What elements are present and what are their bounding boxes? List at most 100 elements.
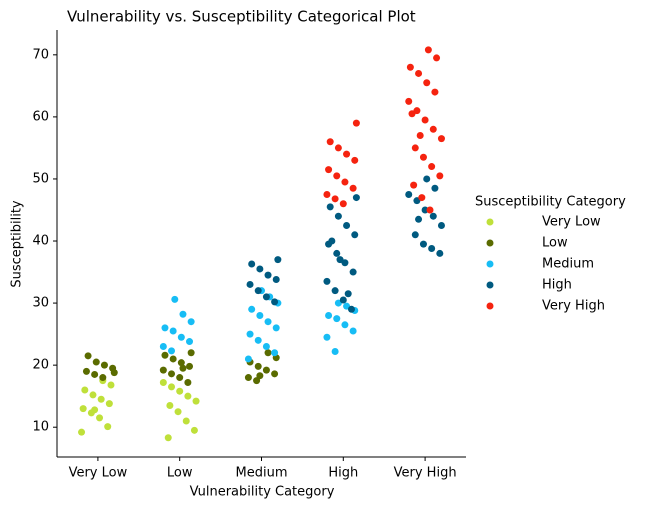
strip-point [419, 153, 427, 161]
x-tick-label: Very Low [69, 466, 128, 481]
legend-label: Low [542, 236, 568, 251]
strip-point [351, 156, 359, 164]
strip-point [187, 349, 195, 357]
strip-point [271, 370, 279, 378]
strip-point [344, 290, 352, 298]
strip-point [99, 374, 107, 382]
strip-point [248, 260, 256, 268]
strip-point [256, 311, 264, 319]
strip-point [256, 265, 264, 273]
strip-point [429, 212, 437, 220]
strip-point [264, 318, 272, 326]
legend-label: Very Low [542, 215, 601, 230]
strip-point [161, 351, 169, 359]
strip-point [186, 362, 194, 370]
strip-point [352, 119, 360, 127]
strip-point [328, 237, 336, 245]
strip-point [331, 195, 339, 203]
legend-label: High [542, 278, 572, 293]
strip-point [184, 379, 192, 387]
strip-point [96, 414, 104, 422]
strip-point [333, 315, 341, 323]
legend-label: Medium [542, 257, 594, 272]
strip-point [190, 426, 198, 434]
strip-point [192, 397, 200, 405]
strip-point [437, 222, 445, 230]
legend-marker [486, 260, 494, 268]
strip-point [244, 374, 252, 382]
strip-point [262, 343, 270, 351]
strip-point [339, 296, 347, 304]
strip-point [415, 69, 423, 77]
x-tick-label: Low [167, 466, 193, 481]
x-axis-label: Vulnerability Category [190, 485, 335, 500]
strip-point [336, 256, 344, 264]
strip-point [424, 46, 432, 54]
strip-point [92, 358, 100, 366]
strip-point [437, 135, 445, 143]
strip-point [334, 212, 342, 220]
strip-point [423, 79, 431, 87]
strip-point [429, 125, 437, 133]
strip-point [161, 324, 169, 332]
strip-point [253, 377, 261, 385]
strip-point [349, 268, 357, 276]
strip-point [174, 408, 182, 416]
strip-point [341, 178, 349, 186]
strip-point [91, 370, 99, 378]
strip-point [416, 132, 424, 140]
strip-point [256, 372, 264, 380]
strip-point [107, 381, 115, 389]
strip-point [331, 287, 339, 295]
strip-point [326, 203, 334, 211]
strip-point [168, 383, 176, 391]
y-tick-label: 50 [32, 171, 49, 186]
strip-point [89, 391, 97, 399]
strip-point [433, 54, 441, 62]
strip-point [248, 305, 256, 313]
strip-point [182, 417, 190, 425]
y-axis-label: Susceptibility [10, 200, 25, 288]
strip-point [428, 244, 436, 252]
strip-point [349, 327, 357, 335]
strip-point [171, 295, 179, 303]
strip-point [271, 298, 279, 306]
strip-point [264, 349, 272, 357]
strip-point [84, 352, 92, 360]
strip-point [352, 194, 360, 202]
strip-point [262, 366, 270, 374]
strip-point [97, 395, 105, 403]
y-tick-label: 30 [32, 296, 49, 311]
strip-point [333, 172, 341, 180]
strip-point [415, 215, 423, 223]
strip-point [339, 200, 347, 208]
strip-point [244, 355, 252, 363]
strip-point [82, 367, 90, 375]
strip-point [168, 370, 176, 378]
strip-point [262, 293, 270, 301]
strip-point [91, 406, 99, 414]
strip-point [347, 305, 355, 313]
strip-point [104, 423, 112, 431]
strip-point [405, 190, 413, 198]
strip-point [264, 271, 272, 279]
strip-point [166, 401, 174, 409]
strip-point [325, 166, 333, 174]
strip-point [176, 374, 184, 382]
legend-marker [486, 239, 494, 247]
strip-point [410, 181, 418, 189]
strip-point [326, 138, 334, 146]
legend-title: Susceptibility Category [475, 195, 626, 210]
strip-point [100, 361, 108, 369]
strip-point [274, 256, 282, 264]
y-tick-label: 70 [32, 47, 49, 62]
strip-point [436, 249, 444, 257]
strip-point [428, 163, 436, 171]
x-tick-label: High [328, 466, 358, 481]
strip-point [351, 231, 359, 239]
strip-point [421, 206, 429, 214]
strip-point [334, 144, 342, 152]
strip-point [105, 400, 113, 408]
strip-point [408, 110, 416, 118]
